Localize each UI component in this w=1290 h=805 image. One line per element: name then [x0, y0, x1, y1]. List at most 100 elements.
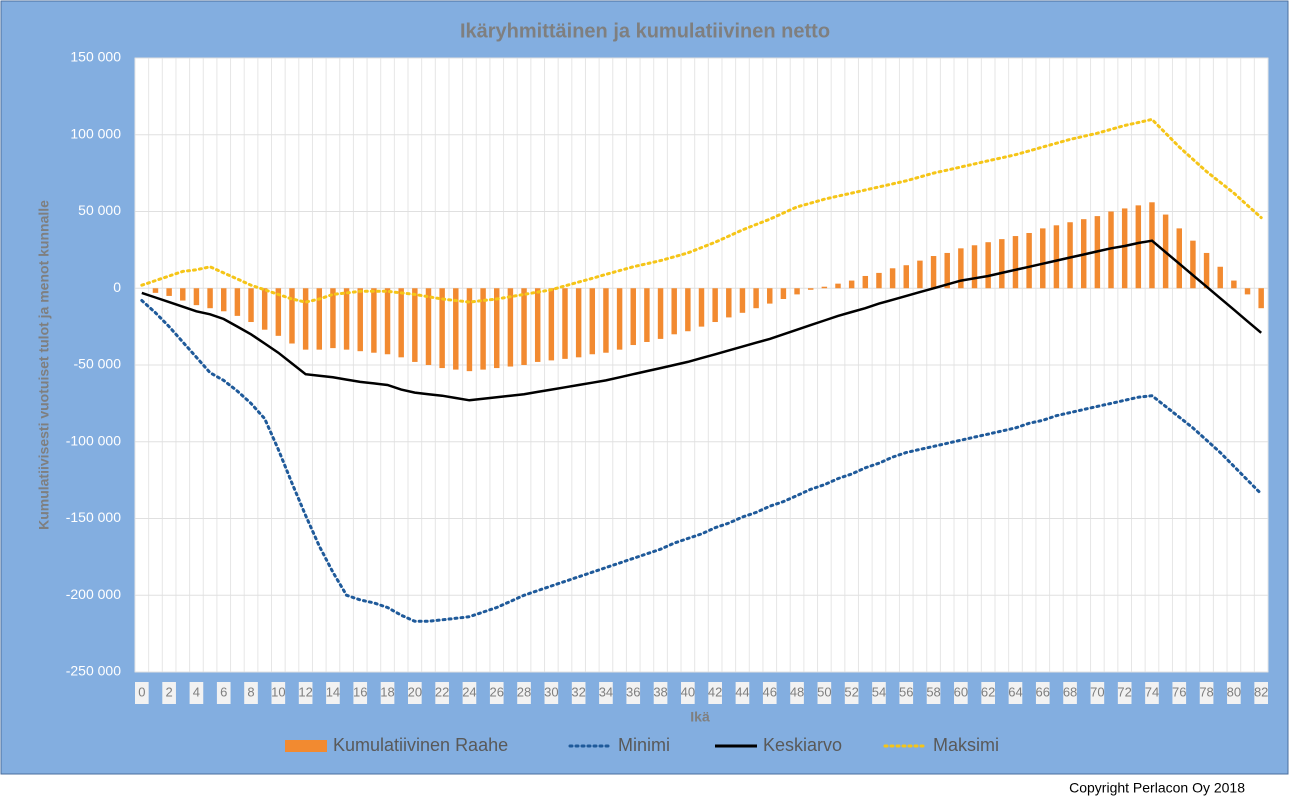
x-tick-label: 82	[1254, 684, 1268, 699]
bar	[152, 288, 159, 293]
bar	[821, 286, 828, 289]
x-tick-label: 28	[517, 684, 531, 699]
x-tick-label: 32	[571, 684, 585, 699]
x-tick-box	[599, 682, 613, 704]
bar	[1231, 280, 1237, 289]
legend-label: Keskiarvo	[763, 735, 842, 755]
x-tick-label: 62	[981, 684, 995, 699]
bar	[466, 288, 473, 372]
bar	[999, 239, 1005, 289]
bar	[589, 288, 596, 355]
x-tick-label: 66	[1036, 684, 1050, 699]
bar	[889, 268, 896, 289]
bar	[494, 288, 500, 369]
x-tick-box	[408, 682, 422, 704]
bar	[712, 288, 718, 323]
bar	[780, 288, 787, 299]
bar	[330, 288, 336, 349]
bar	[985, 242, 991, 289]
x-tick-label: 10	[271, 684, 285, 699]
bar	[439, 288, 445, 369]
bar	[657, 288, 664, 339]
bar	[917, 260, 923, 289]
x-tick-label: 18	[380, 684, 394, 699]
x-tick-box	[462, 682, 477, 704]
x-tick-label: 46	[763, 684, 777, 699]
bar	[794, 288, 800, 295]
x-tick-box	[189, 682, 204, 704]
legend-label: Kumulatiivinen Raahe	[333, 735, 508, 755]
x-tick-label: 16	[353, 684, 367, 699]
bar	[971, 245, 978, 289]
bar	[616, 288, 623, 350]
x-axis-title: Ikä	[690, 709, 710, 725]
bar	[248, 288, 254, 323]
x-tick-box	[954, 682, 968, 704]
bar	[1190, 240, 1196, 289]
legend-label: Maksimi	[933, 735, 999, 755]
bar	[275, 288, 282, 336]
bar	[698, 288, 705, 327]
x-tick-box	[571, 682, 586, 704]
bar	[412, 288, 418, 362]
x-tick-label: 74	[1145, 684, 1159, 699]
bar	[1176, 228, 1183, 289]
bar	[644, 288, 650, 342]
bar	[562, 288, 568, 359]
x-tick-label: 20	[408, 684, 422, 699]
bar	[425, 288, 432, 365]
x-tick-label: 78	[1199, 684, 1213, 699]
bar	[534, 288, 541, 362]
bar	[671, 288, 677, 335]
x-tick-box	[872, 682, 886, 704]
x-tick-label: 70	[1090, 684, 1104, 699]
bar	[507, 288, 514, 367]
x-tick-label: 4	[193, 684, 200, 699]
x-tick-label: 14	[326, 684, 340, 699]
y-axis-title: Kumulatiivisesti vuotuiset tulot ja meno…	[36, 200, 52, 530]
x-tick-label: 26	[490, 684, 504, 699]
line-series	[140, 299, 1263, 623]
bar	[807, 288, 814, 290]
line-series	[141, 239, 1263, 402]
x-tick-label: 0	[138, 684, 145, 699]
line-series	[140, 117, 1263, 304]
x-tick-label: 54	[872, 684, 886, 699]
x-tick-box	[790, 682, 804, 704]
copyright: Copyright Perlacon Oy 2018	[1069, 780, 1245, 796]
x-tick-box	[626, 682, 641, 704]
bar	[180, 288, 186, 301]
bar	[371, 288, 377, 353]
bar	[944, 252, 950, 289]
bar	[726, 288, 732, 318]
bar	[575, 288, 582, 358]
x-tick-box	[844, 682, 859, 704]
bar	[398, 288, 404, 358]
x-tick-box	[681, 682, 695, 704]
bar	[343, 288, 350, 350]
x-tick-label: 68	[1063, 684, 1077, 699]
x-tick-label: 34	[599, 684, 613, 699]
x-tick-box	[517, 682, 531, 704]
bar	[903, 265, 909, 289]
bar	[521, 288, 527, 365]
y-tick-label: 100 000	[70, 125, 121, 141]
bar	[1067, 222, 1073, 289]
x-tick-label: 44	[735, 684, 749, 699]
x-tick-box	[981, 682, 995, 704]
bar	[207, 288, 213, 309]
x-tick-label: 72	[1117, 684, 1131, 699]
bar	[1135, 205, 1142, 289]
x-tick-box	[1145, 682, 1159, 704]
x-tick-box	[298, 682, 313, 704]
x-tick-box	[1254, 682, 1268, 704]
x-tick-box	[1227, 682, 1241, 704]
x-tick-box	[326, 682, 340, 704]
x-tick-box	[1172, 682, 1187, 704]
bar	[1012, 236, 1019, 289]
bar	[261, 288, 268, 330]
bar	[1108, 211, 1114, 289]
y-tick-label: 150 000	[70, 49, 121, 65]
x-tick-label: 76	[1172, 684, 1186, 699]
